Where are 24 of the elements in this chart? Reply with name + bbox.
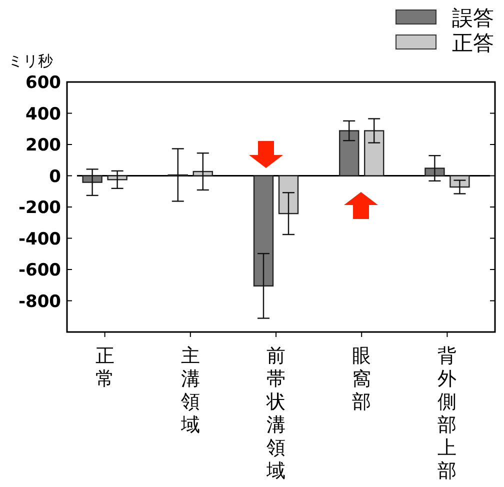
bar bbox=[278, 175, 299, 214]
legend-label: 誤答 bbox=[452, 6, 494, 30]
y-tick-label: 400 bbox=[26, 104, 62, 124]
y-tick-label: 600 bbox=[26, 73, 62, 93]
y-tick-label: 0 bbox=[49, 166, 62, 187]
bar bbox=[253, 175, 274, 287]
y-tick-label: -400 bbox=[18, 229, 62, 250]
x-tick-label: 背外側部上部 bbox=[438, 345, 457, 482]
bar bbox=[364, 130, 384, 176]
x-tick-label: 主溝領域 bbox=[180, 345, 200, 436]
x-tick-label: 正常 bbox=[95, 345, 114, 390]
y-tick-label: -600 bbox=[18, 260, 62, 280]
x-tick-label: 前帯状溝領域 bbox=[266, 345, 286, 482]
y-tick-label: -200 bbox=[18, 198, 62, 218]
y-tick-label: 200 bbox=[26, 136, 62, 156]
bar bbox=[192, 170, 213, 176]
bar bbox=[339, 130, 360, 176]
legend-label: 正答 bbox=[452, 31, 494, 55]
bar bbox=[424, 168, 445, 176]
y-tick-label: -800 bbox=[18, 292, 62, 312]
bar bbox=[82, 175, 102, 183]
bar bbox=[107, 175, 128, 180]
y-axis-title: ミリ秒 bbox=[8, 52, 53, 70]
x-tick-label: 眼窩部 bbox=[352, 345, 372, 413]
